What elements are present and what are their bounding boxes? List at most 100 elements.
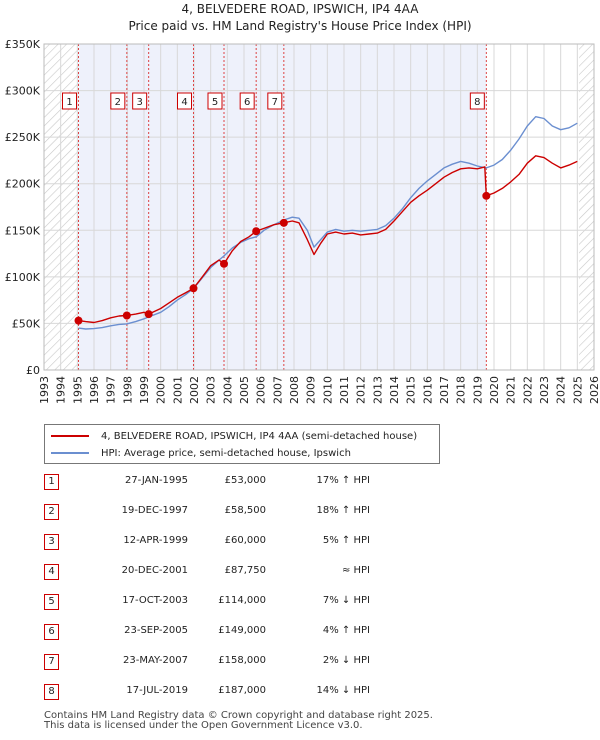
sale-row: 2 19-DEC-1997 £58,500 18% ↑ HPI xyxy=(44,500,404,530)
sale-hpi-comparison: 4% ↑ HPI xyxy=(322,625,370,636)
x-tick-label: 2016 xyxy=(421,376,434,404)
x-tick-label: 2004 xyxy=(221,376,234,404)
legend-swatch-hpi xyxy=(51,452,89,454)
sale-row: 7 23-MAY-2007 £158,000 2% ↓ HPI xyxy=(44,650,404,680)
sale-point xyxy=(252,227,261,236)
sale-number-badge: 3 xyxy=(44,534,59,550)
x-tick-label: 2020 xyxy=(488,376,501,404)
x-tick-label: 2019 xyxy=(471,376,484,404)
sale-row: 6 23-SEP-2005 £149,000 4% ↑ HPI xyxy=(44,620,404,650)
sale-row: 5 17-OCT-2003 £114,000 7% ↓ HPI xyxy=(44,590,404,620)
x-tick-label: 2007 xyxy=(271,376,284,404)
sale-date: 19-DEC-1997 xyxy=(121,505,188,516)
x-tick-label: 2001 xyxy=(171,376,184,404)
x-tick-label: 2006 xyxy=(255,376,268,404)
sale-number-box xyxy=(239,92,255,110)
sale-hpi-comparison: 5% ↑ HPI xyxy=(322,535,370,546)
x-tick-label: 2008 xyxy=(288,376,301,404)
sale-number-label: 1 xyxy=(66,97,72,108)
x-tick-label: 2009 xyxy=(305,376,318,404)
sale-number-label: 4 xyxy=(181,97,187,108)
sale-date: 17-JUL-2019 xyxy=(126,685,188,696)
sale-point xyxy=(74,316,83,325)
x-tick-label: 1995 xyxy=(71,376,84,404)
legend-item-hpi: HPI: Average price, semi-detached house,… xyxy=(51,446,351,460)
sale-point xyxy=(482,191,491,200)
sale-number-badge: 8 xyxy=(44,684,59,700)
sale-price: £58,500 xyxy=(224,505,266,516)
sale-row: 3 12-APR-1999 £60,000 5% ↑ HPI xyxy=(44,530,404,560)
sale-number-label: 3 xyxy=(136,97,142,108)
sale-number-badge: 5 xyxy=(44,594,59,610)
legend-swatch-property xyxy=(51,435,89,437)
plot-border xyxy=(43,43,595,371)
x-tick-label: 1997 xyxy=(105,376,118,404)
x-tick-label: 2023 xyxy=(538,376,551,404)
footer-copyright: Contains HM Land Registry data © Crown c… xyxy=(44,710,433,721)
sale-hpi-comparison: 7% ↓ HPI xyxy=(322,595,370,606)
y-tick-label: £250K xyxy=(5,131,41,144)
legend-label-hpi: HPI: Average price, semi-detached house,… xyxy=(101,447,351,459)
sale-number-box xyxy=(132,92,148,110)
hatched-region xyxy=(579,44,594,370)
sale-date: 23-MAY-2007 xyxy=(122,655,188,666)
sale-price: £53,000 xyxy=(224,475,266,486)
sale-number-badge: 1 xyxy=(44,474,59,490)
y-tick-label: £350K xyxy=(5,38,41,51)
sale-number-box xyxy=(207,92,223,110)
sale-hpi-comparison: 2% ↓ HPI xyxy=(322,655,370,666)
x-tick-label: 2021 xyxy=(505,376,518,404)
sale-number-box xyxy=(267,92,283,110)
sale-number-label: 6 xyxy=(244,97,250,108)
property-price-line xyxy=(78,155,578,324)
sale-date: 12-APR-1999 xyxy=(123,535,188,546)
y-tick-label: £200K xyxy=(5,178,41,191)
sale-number-label: 5 xyxy=(212,97,218,108)
x-tick-label: 2002 xyxy=(188,376,201,404)
x-tick-label: 2010 xyxy=(321,376,334,404)
y-tick-label: £100K xyxy=(5,271,41,284)
sale-number-badge: 2 xyxy=(44,504,59,520)
x-tick-label: 1994 xyxy=(55,376,68,404)
sale-date: 27-JAN-1995 xyxy=(124,475,188,486)
sale-price: £149,000 xyxy=(218,625,266,636)
sale-number-badge: 4 xyxy=(44,564,59,580)
x-tick-label: 2022 xyxy=(521,376,534,404)
sale-row: 1 27-JAN-1995 £53,000 17% ↑ HPI xyxy=(44,470,404,500)
sale-number-label: 2 xyxy=(115,97,121,108)
sale-hpi-comparison: 17% ↑ HPI xyxy=(316,475,370,486)
sale-row: 8 17-JUL-2019 £187,000 14% ↓ HPI xyxy=(44,680,404,710)
sale-number-box xyxy=(177,92,192,110)
legend-item-property: 4, BELVEDERE ROAD, IPSWICH, IP4 4AA (sem… xyxy=(51,429,417,443)
x-tick-label: 1998 xyxy=(121,376,134,404)
footer-attribution: Contains HM Land Registry data © Crown c… xyxy=(44,711,433,731)
chart-title: 4, BELVEDERE ROAD, IPSWICH, IP4 4AA xyxy=(181,2,419,16)
x-tick-label: 2018 xyxy=(455,376,468,404)
hpi-line xyxy=(78,115,578,330)
y-tick-label: £0 xyxy=(26,364,40,377)
sale-number-label: 8 xyxy=(474,97,480,108)
chart-subtitle: Price paid vs. HM Land Registry's House … xyxy=(128,19,472,33)
x-tick-label: 1999 xyxy=(138,376,151,404)
sale-price: £114,000 xyxy=(218,595,266,606)
x-tick-label: 2011 xyxy=(338,376,351,404)
x-tick-label: 2013 xyxy=(371,376,384,404)
sale-price: £158,000 xyxy=(218,655,266,666)
sale-price: £187,000 xyxy=(218,685,266,696)
sale-price: £87,750 xyxy=(224,565,266,576)
x-tick-label: 2005 xyxy=(238,376,251,404)
sale-hpi-comparison: 18% ↑ HPI xyxy=(316,505,370,516)
sale-number-badge: 6 xyxy=(44,624,59,640)
x-tick-label: 2015 xyxy=(405,376,418,404)
sale-point xyxy=(220,259,228,268)
legend-label-property: 4, BELVEDERE ROAD, IPSWICH, IP4 4AA (sem… xyxy=(101,430,418,442)
sale-point xyxy=(189,284,198,293)
x-tick-label: 1993 xyxy=(38,376,51,404)
x-tick-label: 2024 xyxy=(555,376,568,404)
x-tick-label: 2014 xyxy=(388,376,401,404)
x-tick-label: 2017 xyxy=(438,376,451,404)
x-tick-label: 2012 xyxy=(355,376,368,404)
y-tick-label: £50K xyxy=(12,317,41,330)
sale-point xyxy=(279,218,288,227)
sale-price: £60,000 xyxy=(224,535,266,546)
